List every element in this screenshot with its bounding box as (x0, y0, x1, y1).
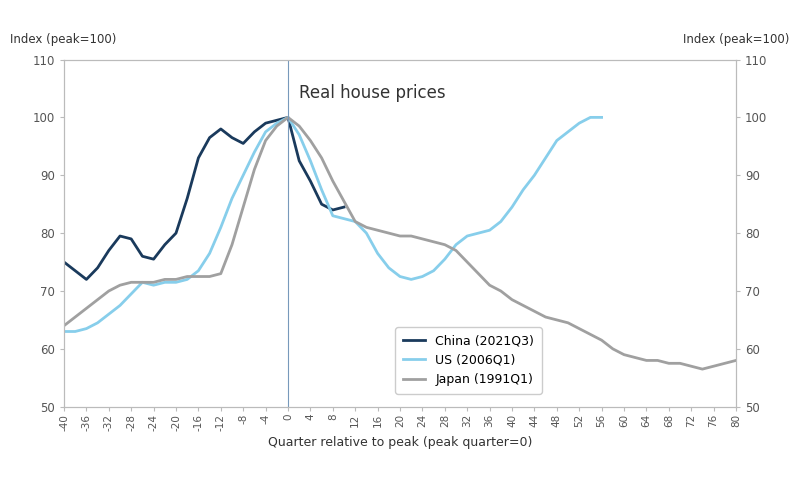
Japan (1991Q1) (653, 358, 662, 364)
Line: China (2021Q3): China (2021Q3) (64, 118, 344, 279)
US (2006Q1) (362, 230, 371, 236)
US (2006Q1) (216, 224, 226, 230)
Japan (1991Q1) (283, 115, 293, 121)
US (2006Q1) (574, 120, 584, 126)
China (2021Q3) (250, 129, 259, 135)
Japan (1991Q1) (474, 271, 483, 277)
Legend: China (2021Q3), US (2006Q1), Japan (1991Q1): China (2021Q3), US (2006Q1), Japan (1991… (395, 327, 542, 393)
US (2006Q1) (250, 149, 259, 155)
US (2006Q1) (205, 250, 214, 256)
China (2021Q3) (283, 115, 293, 121)
China (2021Q3) (317, 201, 326, 207)
Japan (1991Q1) (59, 323, 69, 329)
China (2021Q3) (216, 126, 226, 132)
US (2006Q1) (339, 216, 349, 222)
US (2006Q1) (93, 320, 102, 326)
US (2006Q1) (563, 129, 573, 135)
US (2006Q1) (160, 279, 170, 285)
US (2006Q1) (440, 256, 450, 262)
US (2006Q1) (541, 155, 550, 161)
US (2006Q1) (194, 268, 203, 274)
US (2006Q1) (373, 250, 382, 256)
US (2006Q1) (507, 204, 517, 210)
Japan (1991Q1) (698, 366, 707, 372)
US (2006Q1) (485, 227, 494, 233)
US (2006Q1) (306, 158, 315, 164)
Japan (1991Q1) (194, 274, 203, 280)
China (2021Q3) (160, 242, 170, 248)
Japan (1991Q1) (429, 239, 438, 245)
China (2021Q3) (294, 158, 304, 164)
China (2021Q3) (171, 230, 181, 236)
China (2021Q3) (261, 120, 270, 126)
Japan (1991Q1) (306, 137, 315, 143)
Line: US (2006Q1): US (2006Q1) (64, 118, 602, 331)
X-axis label: Quarter relative to peak (peak quarter=0): Quarter relative to peak (peak quarter=0… (268, 436, 532, 449)
US (2006Q1) (149, 282, 158, 288)
US (2006Q1) (272, 120, 282, 126)
China (2021Q3) (104, 248, 114, 253)
US (2006Q1) (115, 303, 125, 309)
US (2006Q1) (126, 291, 136, 297)
US (2006Q1) (328, 213, 338, 219)
China (2021Q3) (149, 256, 158, 262)
US (2006Q1) (451, 242, 461, 248)
US (2006Q1) (82, 325, 91, 331)
China (2021Q3) (194, 155, 203, 161)
Japan (1991Q1) (731, 358, 741, 364)
US (2006Q1) (518, 186, 528, 192)
China (2021Q3) (182, 195, 192, 201)
US (2006Q1) (238, 172, 248, 178)
US (2006Q1) (317, 186, 326, 192)
Japan (1991Q1) (216, 271, 226, 277)
China (2021Q3) (306, 178, 315, 184)
US (2006Q1) (70, 328, 80, 334)
US (2006Q1) (395, 274, 405, 280)
US (2006Q1) (418, 274, 427, 280)
US (2006Q1) (182, 276, 192, 282)
US (2006Q1) (59, 328, 69, 334)
Text: Index (peak=100): Index (peak=100) (10, 33, 117, 46)
US (2006Q1) (227, 195, 237, 201)
Text: Index (peak=100): Index (peak=100) (683, 33, 790, 46)
China (2021Q3) (115, 233, 125, 239)
US (2006Q1) (586, 115, 595, 121)
China (2021Q3) (205, 134, 214, 141)
China (2021Q3) (227, 134, 237, 141)
US (2006Q1) (104, 311, 114, 317)
US (2006Q1) (462, 233, 472, 239)
China (2021Q3) (272, 117, 282, 123)
US (2006Q1) (552, 137, 562, 143)
US (2006Q1) (171, 279, 181, 285)
US (2006Q1) (496, 219, 506, 225)
China (2021Q3) (328, 207, 338, 213)
China (2021Q3) (238, 140, 248, 146)
China (2021Q3) (70, 268, 80, 274)
China (2021Q3) (93, 265, 102, 271)
US (2006Q1) (530, 172, 539, 178)
US (2006Q1) (474, 230, 483, 236)
US (2006Q1) (294, 132, 304, 138)
US (2006Q1) (406, 276, 416, 282)
US (2006Q1) (283, 115, 293, 121)
China (2021Q3) (82, 276, 91, 282)
Line: Japan (1991Q1): Japan (1991Q1) (64, 118, 736, 369)
US (2006Q1) (429, 268, 438, 274)
China (2021Q3) (126, 236, 136, 242)
Text: Real house prices: Real house prices (299, 84, 446, 102)
China (2021Q3) (339, 204, 349, 210)
US (2006Q1) (384, 265, 394, 271)
China (2021Q3) (138, 253, 147, 259)
China (2021Q3) (59, 259, 69, 265)
US (2006Q1) (261, 129, 270, 135)
US (2006Q1) (350, 219, 360, 225)
US (2006Q1) (597, 115, 606, 121)
US (2006Q1) (138, 279, 147, 285)
